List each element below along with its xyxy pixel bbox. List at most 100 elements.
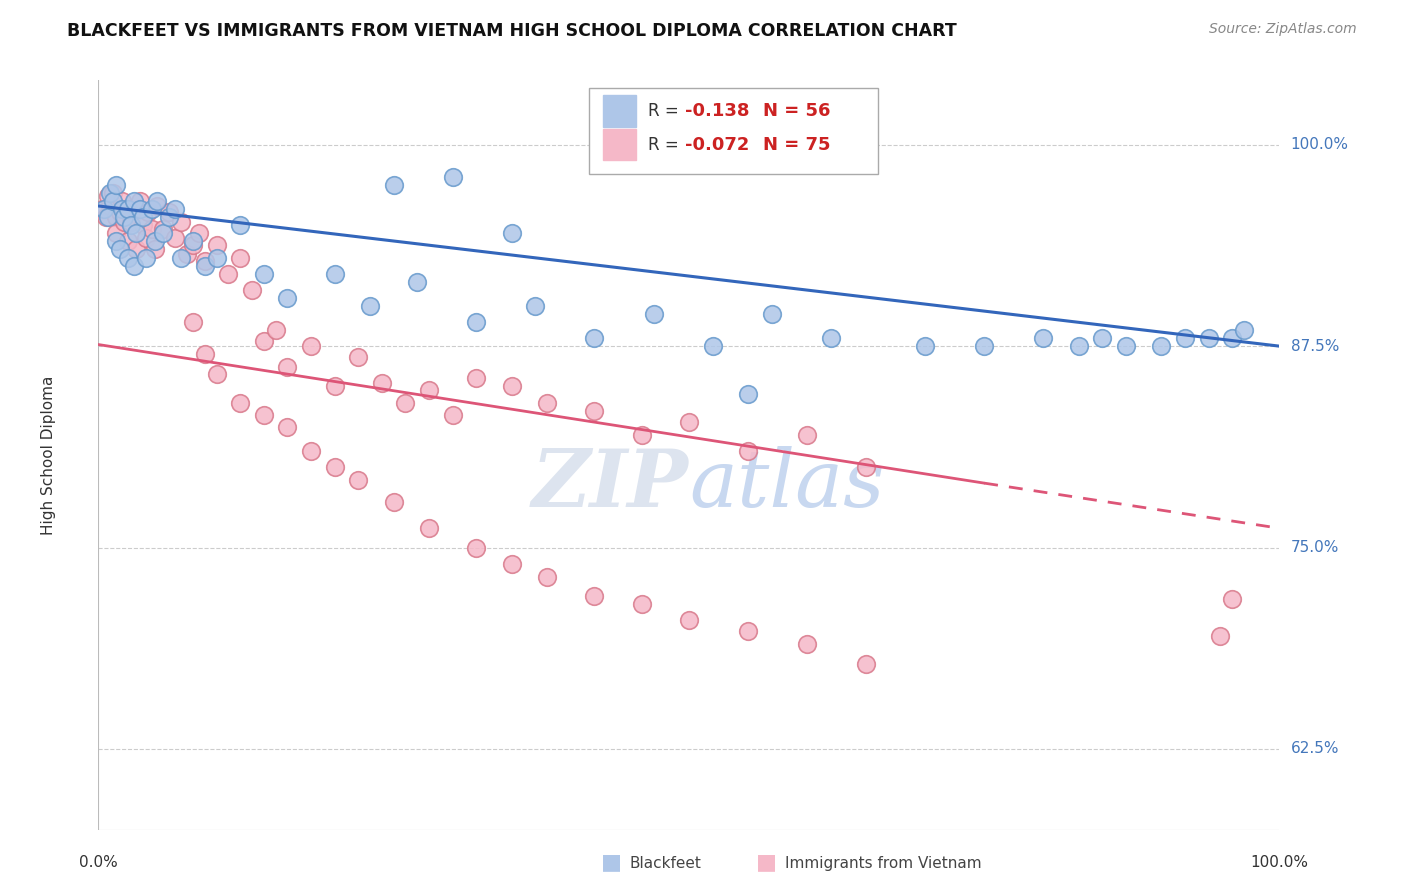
Immigrants from Vietnam [176, 247, 198, 261]
Immigrants from Vietnam [181, 315, 204, 329]
Text: -0.138: -0.138 [685, 102, 749, 120]
Immigrants from Vietnam [418, 383, 440, 397]
Immigrants from Vietnam [194, 347, 217, 361]
Immigrants from Vietnam [394, 395, 416, 409]
Immigrants from Vietnam [501, 379, 523, 393]
Immigrants from Vietnam [205, 367, 228, 381]
Blackfeet [170, 251, 193, 265]
Blackfeet [1032, 331, 1054, 345]
Immigrants from Vietnam [217, 267, 239, 281]
Blackfeet [97, 211, 120, 225]
Immigrants from Vietnam [181, 237, 204, 252]
Immigrants from Vietnam [276, 360, 298, 375]
Text: 62.5%: 62.5% [1291, 741, 1339, 756]
Blackfeet [1233, 323, 1256, 337]
Immigrants from Vietnam [97, 189, 120, 203]
Immigrants from Vietnam [111, 194, 134, 208]
Blackfeet [406, 275, 429, 289]
Immigrants from Vietnam [122, 202, 145, 217]
Text: 0.0%: 0.0% [79, 855, 118, 870]
Immigrants from Vietnam [737, 624, 759, 639]
Immigrants from Vietnam [112, 215, 135, 229]
Immigrants from Vietnam [170, 215, 193, 229]
Immigrants from Vietnam [152, 221, 174, 235]
Blackfeet [229, 219, 252, 233]
Blackfeet [761, 307, 783, 321]
Blackfeet [382, 178, 405, 192]
Immigrants from Vietnam [128, 194, 150, 208]
Blackfeet [143, 235, 166, 249]
Immigrants from Vietnam [796, 427, 818, 442]
Immigrants from Vietnam [323, 460, 346, 475]
Text: Source: ZipAtlas.com: Source: ZipAtlas.com [1209, 22, 1357, 37]
Blackfeet [465, 315, 488, 329]
Text: R =: R = [648, 102, 683, 120]
Text: N = 56: N = 56 [763, 102, 831, 120]
Blackfeet [117, 202, 139, 217]
Blackfeet [205, 251, 228, 265]
Immigrants from Vietnam [465, 541, 488, 555]
Blackfeet [157, 211, 180, 225]
Immigrants from Vietnam [117, 235, 139, 249]
Immigrants from Vietnam [536, 569, 558, 583]
Immigrants from Vietnam [91, 202, 114, 217]
Text: 100.0%: 100.0% [1291, 137, 1348, 153]
Bar [603, 129, 636, 161]
Immigrants from Vietnam [205, 237, 228, 252]
Immigrants from Vietnam [323, 379, 346, 393]
Immigrants from Vietnam [371, 376, 394, 391]
Blackfeet [122, 194, 145, 208]
Text: Blackfeet: Blackfeet [630, 855, 702, 871]
Blackfeet [152, 227, 174, 241]
Text: ■: ■ [602, 853, 621, 872]
Immigrants from Vietnam [347, 473, 370, 487]
Blackfeet [702, 339, 724, 353]
Text: BLACKFEET VS IMMIGRANTS FROM VIETNAM HIGH SCHOOL DIPLOMA CORRELATION CHART: BLACKFEET VS IMMIGRANTS FROM VIETNAM HIG… [67, 22, 957, 40]
Immigrants from Vietnam [105, 211, 128, 225]
Immigrants from Vietnam [264, 323, 287, 337]
Blackfeet [359, 299, 381, 313]
Blackfeet [146, 194, 169, 208]
Blackfeet [1198, 331, 1220, 345]
Immigrants from Vietnam [98, 199, 121, 213]
Immigrants from Vietnam [501, 557, 523, 571]
Blackfeet [194, 259, 217, 273]
Immigrants from Vietnam [194, 253, 217, 268]
Blackfeet [112, 211, 135, 225]
Immigrants from Vietnam [253, 334, 276, 349]
Blackfeet [105, 178, 128, 192]
Blackfeet [125, 227, 148, 241]
Blackfeet [165, 202, 187, 217]
Immigrants from Vietnam [1220, 592, 1243, 607]
Text: R =: R = [648, 136, 683, 153]
Immigrants from Vietnam [240, 283, 263, 297]
Blackfeet [121, 219, 143, 233]
Immigrants from Vietnam [678, 415, 700, 429]
Text: 100.0%: 100.0% [1250, 855, 1309, 870]
Blackfeet [108, 243, 131, 257]
FancyBboxPatch shape [589, 87, 877, 174]
Immigrants from Vietnam [117, 202, 139, 217]
Immigrants from Vietnam [583, 403, 606, 417]
Immigrants from Vietnam [276, 419, 298, 434]
Immigrants from Vietnam [121, 215, 143, 229]
Immigrants from Vietnam [737, 443, 759, 458]
Blackfeet [737, 387, 759, 401]
Blackfeet [132, 211, 155, 225]
Immigrants from Vietnam [299, 339, 322, 353]
Immigrants from Vietnam [143, 243, 166, 257]
Immigrants from Vietnam [536, 395, 558, 409]
Immigrants from Vietnam [1209, 629, 1232, 643]
Blackfeet [117, 251, 139, 265]
Immigrants from Vietnam [105, 227, 128, 241]
Immigrants from Vietnam [630, 597, 652, 611]
Immigrants from Vietnam [382, 495, 405, 509]
Immigrants from Vietnam [229, 395, 252, 409]
Blackfeet [914, 339, 936, 353]
Blackfeet [323, 267, 346, 281]
Immigrants from Vietnam [630, 427, 652, 442]
Blackfeet [128, 202, 150, 217]
Blackfeet [141, 202, 163, 217]
Blackfeet [643, 307, 665, 321]
Immigrants from Vietnam [101, 186, 124, 200]
